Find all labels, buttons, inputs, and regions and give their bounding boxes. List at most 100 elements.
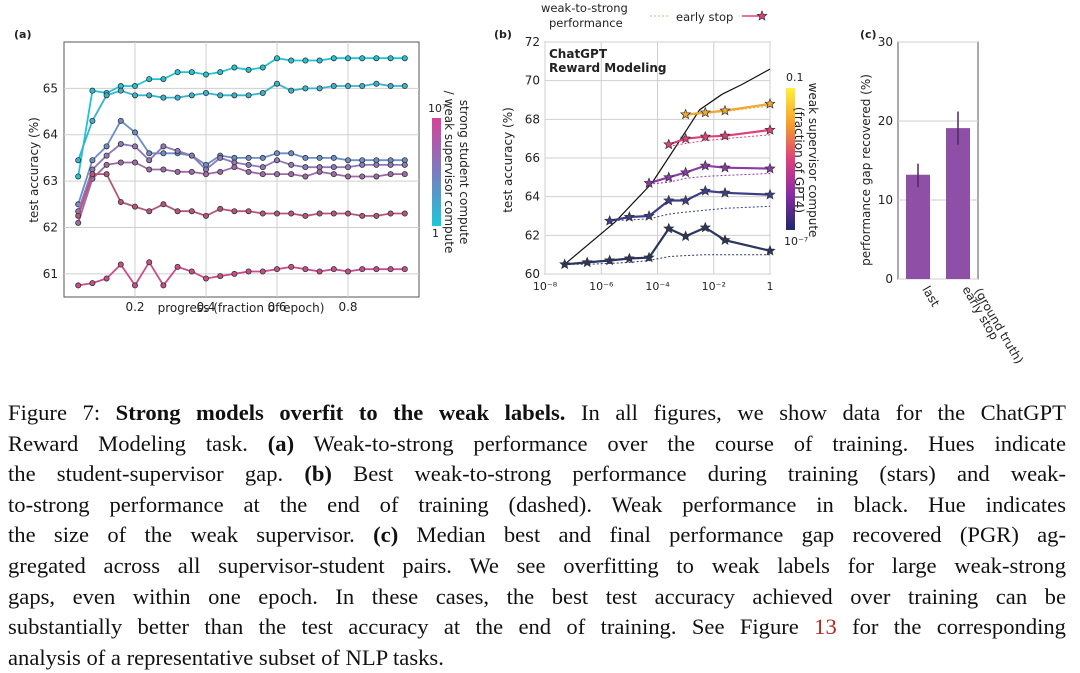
caption-line: gaps, even within one epoch. In these ca… — [8, 582, 1066, 613]
panel-c-category-label: (ground truth) — [971, 286, 1026, 367]
panel-a-point — [316, 210, 323, 217]
panel-a-point — [75, 173, 82, 180]
panel-b-star-point — [604, 254, 616, 266]
panel-a-point — [103, 92, 110, 99]
panel-b-star-point — [699, 184, 711, 196]
panel-b-star-point — [679, 166, 692, 178]
panel-a-point — [387, 266, 394, 273]
panel-a-point — [259, 171, 266, 178]
panel-b-star-point — [623, 252, 636, 264]
caption-line: the student-supervisor gap. (b) Best wea… — [8, 459, 1066, 490]
panel-a-point — [359, 173, 366, 180]
panel-a-point — [359, 266, 366, 273]
panel-a-point — [259, 164, 266, 171]
panel-b-star-point — [764, 188, 776, 200]
panel-b-best-line — [685, 102, 771, 116]
panel-b-best-line — [648, 164, 771, 185]
panel-b-star-point — [699, 159, 711, 171]
panel-a-point — [288, 171, 295, 178]
panel-a-point — [131, 83, 138, 90]
panel-a-point — [117, 87, 124, 94]
panel-a-point — [245, 161, 252, 168]
panel-a-point — [217, 154, 224, 161]
caption-line: gregated across all supervisor-student p… — [8, 551, 1066, 582]
panel-a-point — [344, 55, 351, 62]
panel-a-point — [387, 171, 394, 178]
panel-c-ytick: 0 — [885, 272, 893, 286]
panel-a-point — [401, 171, 408, 178]
panel-a-point — [174, 147, 181, 154]
panel-b-colorbar — [786, 88, 795, 230]
panel-a-colorbar — [432, 118, 441, 226]
panel-a-point — [273, 80, 280, 87]
panel-c-ytick: 20 — [878, 114, 893, 128]
panel-a-point — [202, 212, 209, 219]
panel-a-point — [288, 87, 295, 94]
panel-a-point — [131, 159, 138, 166]
panel-b-ytick: 68 — [525, 112, 540, 126]
caption-segment: gaps, even within one epoch. In these ca… — [8, 583, 1066, 609]
panel-a-point — [231, 164, 238, 171]
panel-a-point — [373, 173, 380, 180]
panel-a-point — [160, 166, 167, 173]
legend-early-stop: early stop — [676, 10, 733, 24]
panel-a-point — [75, 282, 82, 289]
panel-a-ytick: 63 — [43, 174, 58, 188]
panel-a-point — [117, 117, 124, 124]
panel-b-series — [559, 68, 776, 270]
panel-a-point — [273, 150, 280, 157]
panel-b-star-point — [643, 251, 655, 263]
panel-a-point — [231, 92, 238, 99]
caption-line: analysis of a representative subset of N… — [8, 643, 1066, 673]
caption-line: substantially better than the test accur… — [8, 612, 1066, 643]
panel-a-point — [373, 55, 380, 62]
panel-b-ytick: 72 — [525, 35, 540, 49]
panel-a-colorbar-top: 10⁷ — [428, 102, 446, 115]
panel-c-ticks: 0 10 20 30 — [878, 35, 893, 286]
panel-a-point — [330, 210, 337, 217]
panel-a-point — [245, 66, 252, 73]
panel-a-ytick: 61 — [43, 267, 58, 281]
panel-a-xtick: 0.2 — [125, 300, 144, 314]
panel-a-point — [259, 268, 266, 275]
panel-a-point — [103, 143, 110, 150]
panel-a-colorbar-label-2: / weak supervisor compute — [442, 91, 456, 254]
panel-a-point — [259, 64, 266, 71]
panel-a: (a) 0.2 0.4 0.6 0.8 61 62 63 64 65 progress (fra… — [14, 28, 471, 315]
panel-a-point — [344, 157, 351, 164]
figure-reference-link[interactable]: 13 — [814, 614, 837, 640]
panel-b-final-dashed-line — [668, 134, 771, 147]
panel-a-point — [131, 203, 138, 210]
caption-segment: Weak-to-strong performance over the cour… — [294, 430, 1066, 456]
panel-a-point — [131, 92, 138, 99]
panel-a-point — [387, 55, 394, 62]
panel-a-point — [302, 154, 309, 161]
caption-segment: the size of the weak supervisor. — [8, 522, 374, 548]
panel-a-point — [117, 159, 124, 166]
panel-a-xtick: 0.4 — [196, 300, 215, 314]
panel-a-point — [245, 208, 252, 215]
panel-a-point — [359, 212, 366, 219]
panel-a-point — [202, 71, 209, 78]
panel-a-point — [160, 150, 167, 157]
panel-a-point — [146, 166, 153, 173]
panel-a-point — [103, 275, 110, 282]
panel-b-star-point — [623, 211, 636, 222]
panel-b-star-point — [719, 129, 731, 141]
panel-a-point — [146, 76, 153, 83]
panel-a-point — [174, 208, 181, 215]
panel-c-categories: last early stop(ground truth) — [919, 284, 1026, 367]
panel-a-point — [117, 261, 124, 268]
caption-line: the size of the weak supervisor. (c) Med… — [8, 520, 1066, 551]
panel-b-ytick: 62 — [525, 228, 540, 242]
panel-b-star-point — [663, 194, 675, 206]
panel-a-point — [160, 76, 167, 83]
panel-a-point — [401, 210, 408, 217]
panel-a-point — [160, 94, 167, 101]
panel-b-star-point — [764, 162, 776, 174]
panel-a-point — [373, 266, 380, 273]
panel-a-point — [288, 210, 295, 217]
caption-segment: substantially better than the test accur… — [8, 614, 815, 640]
panel-a-point — [344, 268, 351, 275]
caption-segment: (a) — [267, 430, 295, 456]
